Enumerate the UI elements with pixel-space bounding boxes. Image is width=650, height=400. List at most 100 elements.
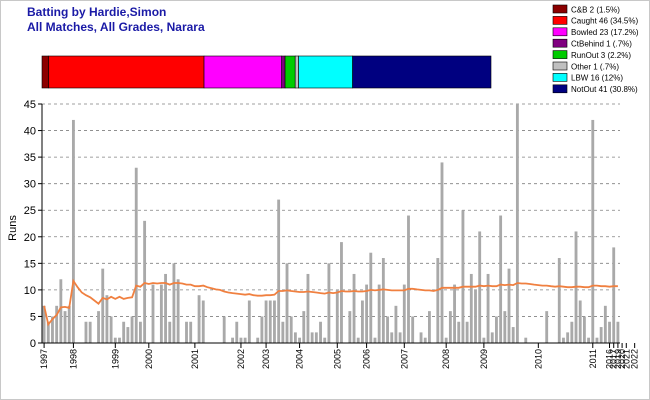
x-tick-label: 2010 [533, 349, 543, 369]
innings-bar [578, 300, 582, 343]
innings-bar [67, 305, 71, 343]
innings-bar [113, 337, 117, 343]
x-tick-label: 2022 [630, 349, 640, 369]
innings-bar [260, 316, 264, 343]
innings-bar [189, 321, 193, 343]
innings-bar [486, 273, 490, 343]
innings-bar [97, 311, 100, 343]
innings-bar [566, 332, 570, 343]
innings-bar [197, 295, 201, 343]
innings-bar [398, 332, 402, 343]
innings-bar [46, 321, 50, 343]
innings-bar [386, 316, 389, 343]
innings-bar [419, 332, 423, 343]
x-tick-label: 2002 [236, 349, 246, 369]
innings-bar [469, 273, 473, 343]
innings-bar [503, 311, 507, 343]
innings-bar [608, 321, 611, 343]
dismissal-segment-c&b [41, 55, 50, 89]
legend-swatch [552, 61, 568, 71]
innings-bar [306, 273, 310, 343]
x-tick-label: 2020 [617, 349, 627, 369]
innings-bar [201, 300, 205, 343]
legend-swatch [552, 16, 568, 25]
innings-bar [407, 215, 410, 343]
innings-bar [55, 305, 59, 343]
innings-bar [595, 337, 599, 343]
chart-title-player: Batting by Hardie,Simon [27, 5, 167, 19]
innings-bar [348, 311, 352, 343]
innings-bar [428, 311, 431, 343]
innings-bar [84, 321, 88, 343]
y-tick-labels: 0 5 10 15 20 25 30 35 40 45 [24, 99, 42, 350]
innings-bar [436, 258, 440, 343]
innings-bar [515, 104, 519, 343]
average-line-group [43, 278, 618, 327]
innings-bar [524, 337, 528, 343]
y-tick-label: 15 [24, 258, 36, 270]
innings-bar [164, 273, 167, 343]
x-tick-label: 2017 [609, 349, 619, 369]
innings-bar [562, 337, 565, 343]
innings-bars [42, 104, 620, 343]
x-tick-label: 2004 [295, 349, 305, 369]
legend-label: Caught 46 (34.5%) [571, 17, 638, 26]
innings-bar [323, 337, 327, 343]
x-tick-label: 1997 [39, 349, 49, 369]
legend-swatch [552, 38, 568, 48]
legend-label: C&B 2 (1.5%) [571, 5, 620, 14]
innings-bar [172, 263, 176, 343]
innings-bar [402, 284, 406, 343]
innings-bar [411, 316, 415, 343]
dismissal-segment-runout [284, 55, 296, 89]
innings-bar [298, 337, 302, 343]
innings-bar [461, 210, 465, 343]
average-line [43, 278, 618, 327]
innings-bar [126, 327, 130, 343]
dismissal-proportion-bar [41, 55, 492, 89]
innings-bar [105, 295, 109, 343]
innings-bar [457, 321, 461, 343]
legend-label: Bowled 23 (17.2%) [571, 28, 639, 37]
innings-bar [570, 321, 574, 343]
innings-bar [143, 220, 147, 343]
legend-label: LBW 16 (12%) [571, 74, 623, 83]
innings-bar [444, 337, 448, 343]
legend-swatch [552, 73, 568, 82]
innings-bar [71, 119, 75, 343]
x-tick-label: 1998 [68, 349, 78, 369]
innings-bar [243, 337, 247, 343]
x-tick-labels: 1997 1998 1999 2000 2001 2002 2003 2004 2005 2006… [39, 343, 640, 369]
innings-bar [277, 199, 281, 343]
dismissal-legend: C&B 2 (1.5%) Caught 46 (34.5%) Bowled 23 (… [552, 4, 639, 94]
legend-label: NotOut 41 (30.8%) [571, 85, 638, 94]
y-tick-label: 35 [24, 152, 36, 164]
innings-bar [394, 305, 398, 343]
x-tick-label: 2007 [399, 349, 409, 369]
innings-bar [478, 231, 482, 343]
x-tick-label: 2006 [362, 349, 372, 369]
innings-bar [289, 316, 293, 343]
innings-bar [176, 279, 180, 343]
dismissal-segment-other [294, 55, 299, 89]
y-gridlines [42, 103, 620, 317]
innings-bar [239, 337, 243, 343]
innings-bar [390, 332, 394, 343]
dismissal-segment-bowled [203, 55, 282, 89]
innings-bar [101, 268, 105, 343]
legend-label: RunOut 3 (2.2%) [571, 51, 631, 60]
innings-bar [465, 321, 469, 343]
innings-bar [63, 311, 67, 343]
innings-bar [247, 300, 251, 343]
innings-bar [557, 258, 561, 343]
dismissal-segment-lbw [298, 55, 353, 89]
y-tick-label: 25 [24, 205, 36, 217]
innings-bar [222, 316, 226, 343]
innings-bar [335, 289, 339, 343]
innings-bar [545, 311, 549, 343]
x-tick-label: 2003 [261, 349, 271, 369]
chart-title-scope: All Matches, All Grades, Narara [27, 20, 205, 34]
innings-bar [273, 300, 276, 343]
innings-bar [59, 279, 63, 343]
